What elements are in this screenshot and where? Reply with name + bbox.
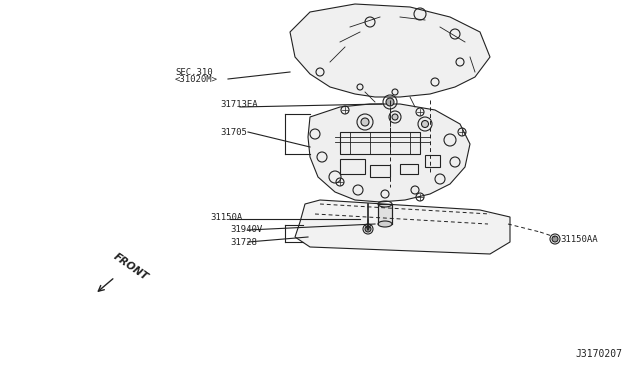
Text: 31705: 31705 [220, 128, 247, 137]
Text: 31150A: 31150A [210, 212, 243, 221]
Bar [378, 204, 392, 224]
Bar [370, 165, 390, 177]
Circle shape [386, 98, 394, 106]
Polygon shape [290, 4, 490, 97]
Circle shape [552, 236, 558, 242]
Polygon shape [308, 104, 470, 202]
Bar [400, 164, 418, 174]
Text: SEC.310: SEC.310 [175, 67, 212, 77]
Bar [340, 132, 420, 154]
Circle shape [365, 226, 371, 232]
Circle shape [422, 121, 429, 128]
Ellipse shape [378, 221, 392, 227]
Text: FRONT: FRONT [112, 251, 150, 282]
Text: J3170207: J3170207 [575, 349, 622, 359]
Text: 31940V: 31940V [230, 224, 262, 234]
Circle shape [361, 118, 369, 126]
Text: <31020M>: <31020M> [175, 74, 218, 83]
Text: 31728: 31728 [230, 237, 257, 247]
Polygon shape [295, 200, 510, 254]
Circle shape [392, 114, 398, 120]
Bar [425, 155, 440, 167]
Text: 31150AA: 31150AA [560, 234, 598, 244]
Text: 31713EA: 31713EA [220, 99, 258, 109]
Bar [340, 159, 365, 174]
